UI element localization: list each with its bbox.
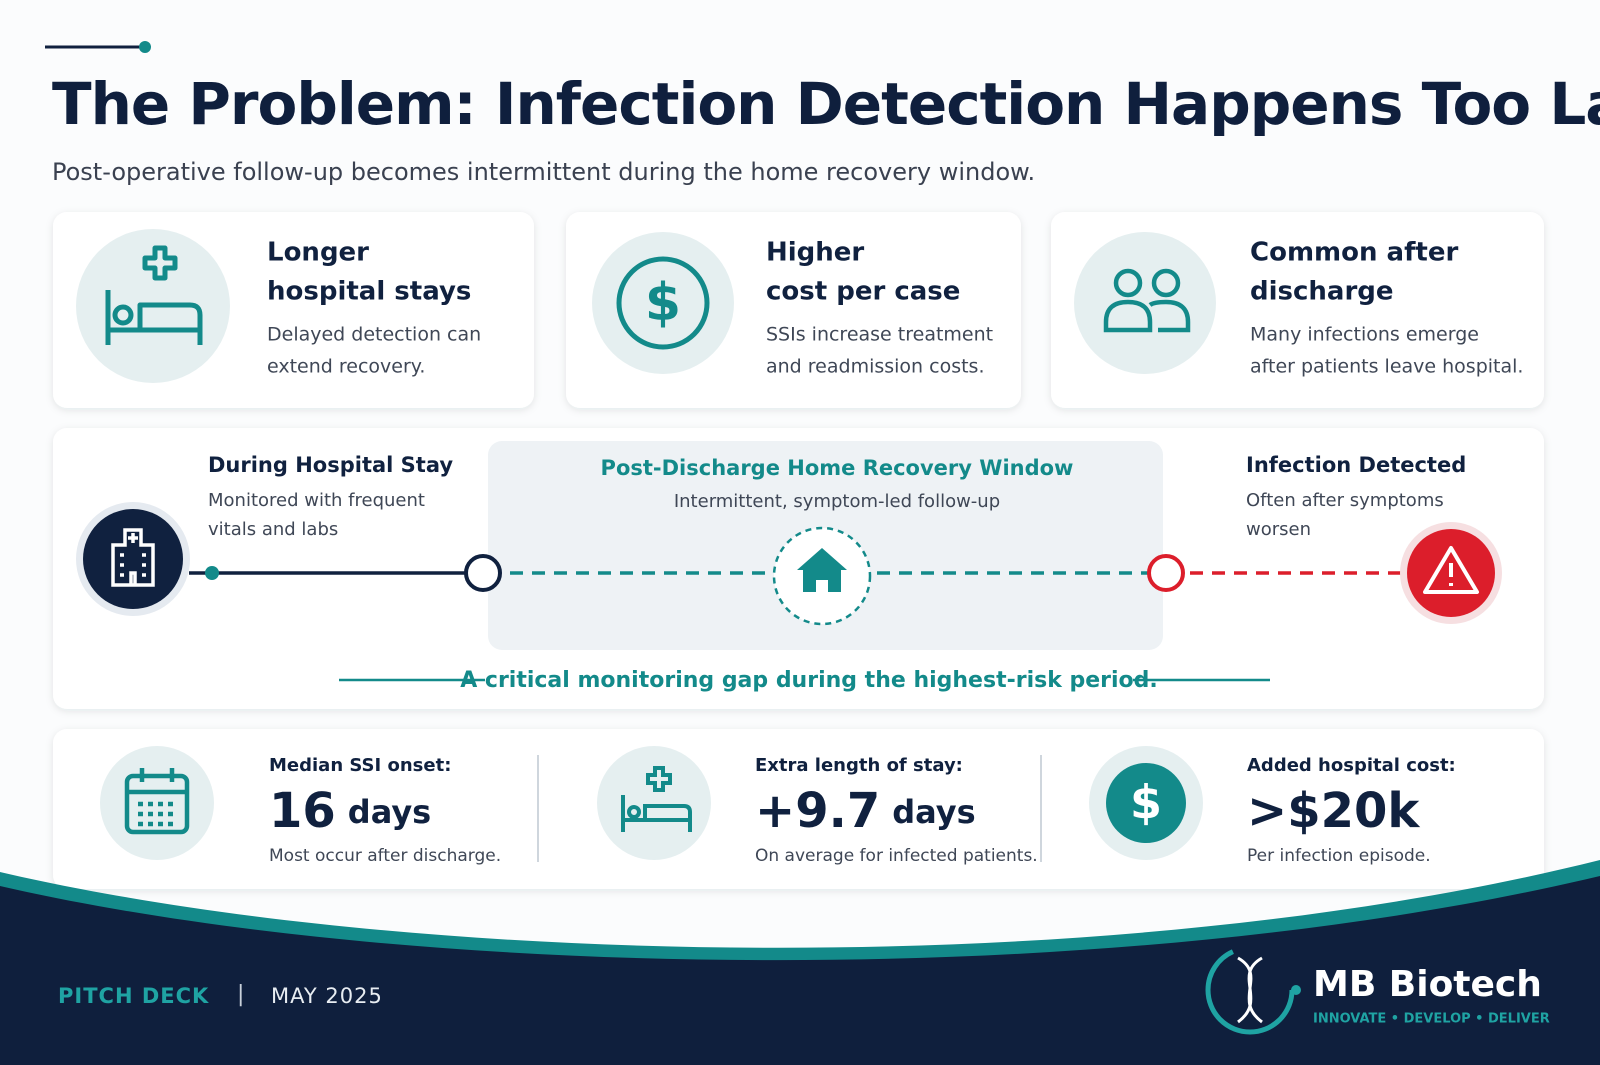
footer-separator: |: [237, 982, 244, 1007]
stat-label: Added hospital cost:: [1247, 755, 1456, 776]
stage-text: vitals and labs: [208, 519, 338, 540]
detect-node: [1147, 554, 1185, 592]
title: The Problem: Infection Detection Happens…: [52, 70, 1600, 138]
stage-title: Infection Detected: [1246, 453, 1466, 477]
tagline: INNOVATE • DEVELOP • DELIVER: [1313, 1012, 1550, 1027]
stat-number: >$20k: [1247, 783, 1420, 839]
dollar-glyph: $: [645, 273, 681, 333]
card-title: discharge: [1250, 277, 1394, 307]
card: $ Higher cost per case SSIs increase tre…: [566, 212, 1021, 408]
stay-dot: [205, 566, 219, 580]
stat-value: +9.7 days: [755, 783, 976, 839]
card-text: Delayed detection can: [267, 324, 481, 346]
stat-note: Most occur after discharge.: [269, 846, 501, 866]
card-text: SSIs increase treatment: [766, 324, 993, 346]
people-icon: [1103, 268, 1191, 333]
card-title: Higher: [766, 238, 864, 268]
discharge-node: [464, 554, 502, 592]
bed-icon: [105, 245, 203, 345]
caption: A critical monitoring gap during the hig…: [460, 668, 1158, 693]
stats: $ Median SSI onset: 16 days Most occur af…: [53, 729, 1544, 889]
bed-icon: [621, 766, 692, 832]
footer-date: MAY 2025: [271, 984, 383, 1008]
card-text: Many infections emerge: [1250, 324, 1479, 346]
hospital-icon: [83, 509, 183, 609]
hospital-glyph: [111, 528, 155, 587]
card-title: cost per case: [766, 277, 960, 307]
footer-wave: [0, 876, 1600, 1065]
dollar-icon: [616, 256, 710, 350]
dollar-icon: [1106, 763, 1186, 843]
card: Longer hospital stays Delayed detection …: [53, 212, 534, 408]
window-title: Post-Discharge Home Recovery Window: [601, 456, 1074, 480]
icon-circle: [1074, 232, 1216, 374]
alert-glyph: [1423, 546, 1479, 594]
calendar-icon: [124, 768, 190, 835]
stat-label: Extra length of stay:: [755, 755, 963, 776]
stage-text: Often after symptoms: [1246, 490, 1444, 511]
stat-note: Per infection episode.: [1247, 846, 1431, 866]
card-text: and readmission costs.: [766, 356, 985, 378]
icon-circle: [592, 232, 734, 374]
stat-label: Median SSI onset:: [269, 755, 451, 776]
stat-note: On average for infected patients.: [755, 846, 1038, 866]
window-text: Intermittent, symptom-led follow-up: [674, 491, 1000, 512]
card-text: extend recovery.: [267, 356, 425, 378]
dollar-glyph: $: [1130, 776, 1162, 830]
card-title: Longer: [267, 238, 369, 268]
stage-title: During Hospital Stay: [208, 453, 453, 477]
timeline: During Hospital Stay Monitored with freq…: [53, 428, 1544, 709]
stat-value: 16 days: [269, 783, 431, 839]
stage-text: worsen: [1246, 519, 1311, 540]
subtitle: Post-operative follow-up becomes intermi…: [52, 158, 1035, 186]
brand: MB Biotech: [1313, 964, 1542, 1005]
icon-circle: [597, 746, 711, 860]
stat-unit: days: [348, 793, 431, 831]
logo-helix: [1237, 956, 1263, 1024]
home-glyph: [797, 548, 847, 592]
stat-number: +9.7: [755, 783, 880, 839]
icon-circle: [100, 746, 214, 860]
stage-text: Monitored with frequent: [208, 490, 425, 511]
accent-dot: [139, 41, 151, 53]
logo-dot: [1291, 985, 1301, 995]
stat-number: 16: [269, 783, 336, 839]
stat-unit: days: [892, 793, 975, 831]
footer-section: PITCH DECK: [58, 984, 209, 1008]
card: Common after discharge Many infections e…: [1051, 212, 1544, 408]
card-title: Common after: [1250, 238, 1458, 268]
card-text: after patients leave hospital.: [1250, 356, 1523, 378]
card-title: hospital stays: [267, 277, 471, 307]
